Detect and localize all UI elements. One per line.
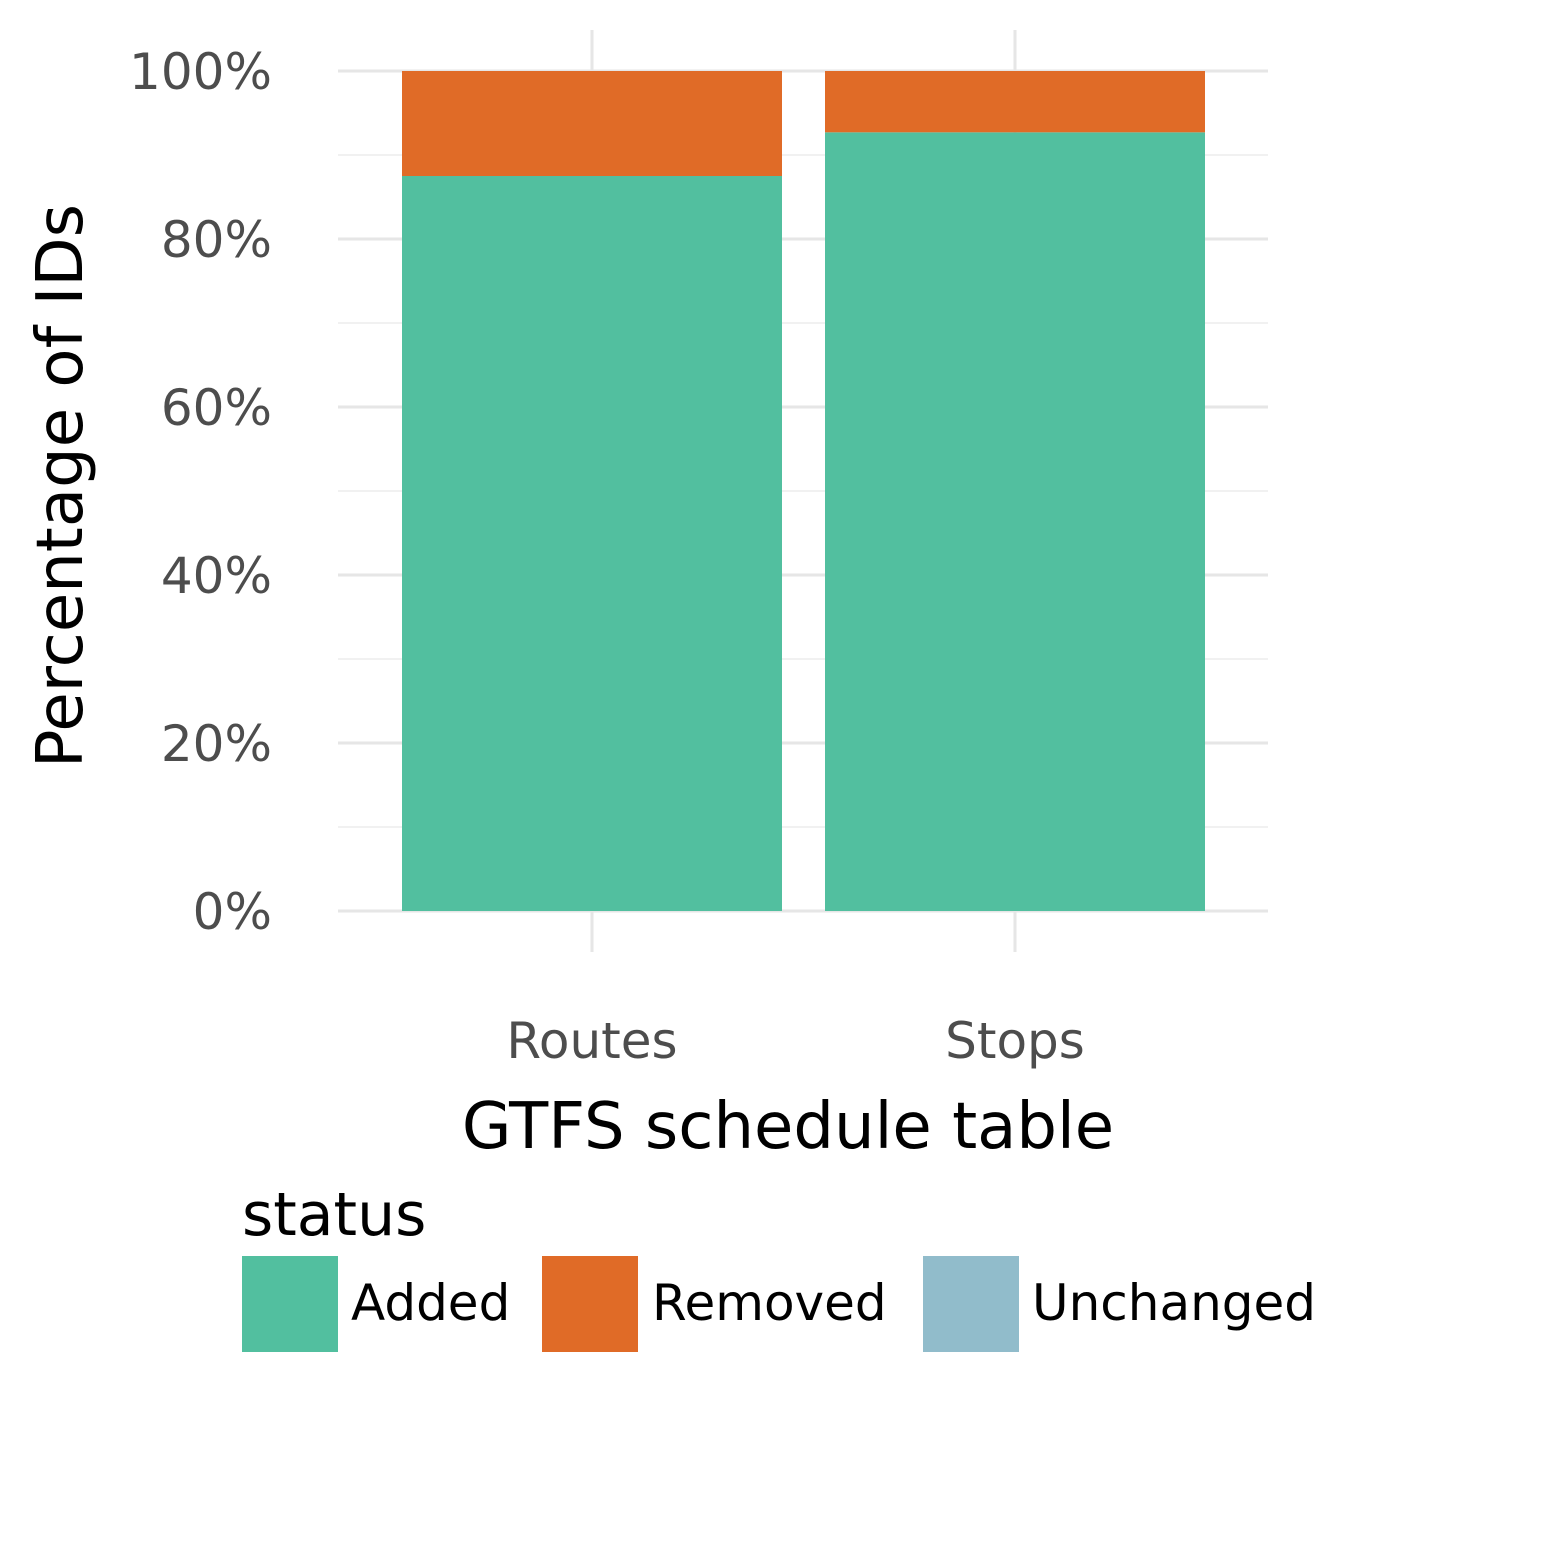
legend: status Added Removed Unchanged (242, 1180, 1316, 1352)
x-axis-title: GTFS schedule table (462, 1090, 1114, 1164)
legend-title: status (242, 1180, 426, 1250)
x-axis-ticks: Routes Stops (506, 1012, 1084, 1070)
legend-label-removed: Removed (652, 1274, 887, 1332)
legend-label-unchanged: Unchanged (1032, 1274, 1316, 1332)
y-axis-title: Percentage of IDs (24, 204, 98, 768)
y-tick-label: 100% (129, 43, 272, 101)
bar-routes-removed (402, 71, 782, 176)
y-tick-label: 60% (161, 379, 272, 437)
bar-stops-added (825, 132, 1205, 911)
y-tick-label: 80% (161, 211, 272, 269)
y-axis-ticks: 0% 20% 40% 60% 80% 100% (129, 43, 272, 941)
y-tick-label: 20% (161, 715, 272, 773)
bar-stops-removed (825, 71, 1205, 133)
legend-label-added: Added (351, 1274, 510, 1332)
y-tick-label: 0% (193, 883, 272, 941)
y-tick-label: 40% (161, 547, 272, 605)
bars (402, 71, 1205, 911)
legend-key-added (242, 1256, 338, 1352)
bar-routes-added (402, 176, 782, 911)
x-tick-label: Stops (945, 1012, 1085, 1070)
legend-key-removed (542, 1256, 638, 1352)
legend-key-unchanged (923, 1256, 1019, 1352)
x-tick-label: Routes (506, 1012, 677, 1070)
